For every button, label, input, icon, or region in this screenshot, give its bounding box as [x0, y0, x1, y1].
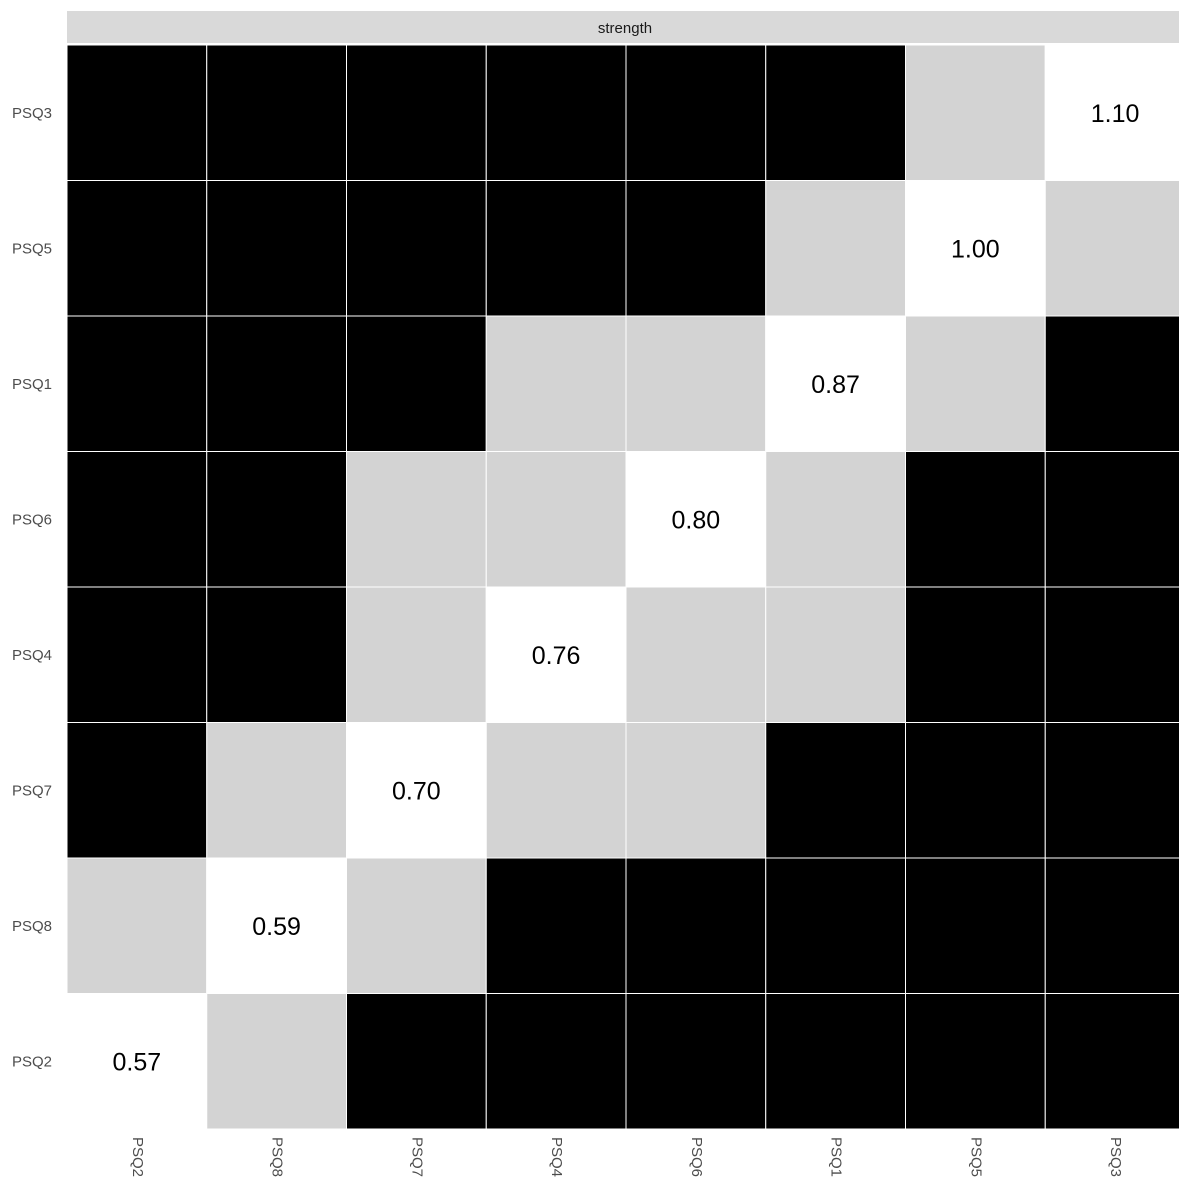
- x-tick-label-psq1: PSQ1: [828, 1137, 845, 1177]
- x-tick-label-psq6: PSQ6: [688, 1137, 705, 1177]
- heatmap-cell-psq4-psq5: [905, 586, 1046, 723]
- heatmap-cell-psq4-psq8: [206, 586, 347, 723]
- x-axis-labels: PSQ2 PSQ8 PSQ7 PSQ4 PSQ6 PSQ1 PSQ5 PSQ3: [129, 1137, 1124, 1177]
- heatmap-cell-psq3-psq7: [346, 44, 487, 181]
- x-tick-label-psq7: PSQ7: [408, 1137, 425, 1177]
- heatmap-cell-psq5-psq8: [206, 180, 347, 317]
- heatmap-cell-psq6-psq4: [485, 451, 627, 588]
- x-tick-label-psq2: PSQ2: [129, 1137, 146, 1177]
- heatmap-cells: [66, 44, 1179, 1130]
- heatmap-cell-psq8-psq1: [765, 857, 906, 994]
- heatmap-cell-psq1-psq3: [1044, 315, 1179, 452]
- facet-strip: [67, 11, 1179, 43]
- cell-value-label-psq7: 0.70: [392, 777, 441, 805]
- heatmap-cell-psq8-psq2: [66, 857, 208, 994]
- heatmap-cell-psq1-psq6: [625, 315, 767, 452]
- heatmap-cell-psq6-psq5: [905, 451, 1046, 588]
- y-tick-label-psq2: PSQ2: [12, 1053, 52, 1070]
- y-tick-label-psq7: PSQ7: [12, 782, 52, 799]
- heatmap-cell-psq8-psq7: [346, 857, 487, 994]
- heatmap-cell-psq7-psq1: [765, 722, 906, 859]
- heatmap-cell-psq4-psq6: [625, 586, 767, 723]
- heatmap-cell-psq7-psq7: [346, 722, 487, 859]
- heatmap-cell-psq1-psq7: [346, 315, 487, 452]
- cell-value-label-psq3: 1.10: [1091, 100, 1140, 128]
- heatmap-cell-psq8-psq5: [905, 857, 1046, 994]
- heatmap-cell-psq5-psq7: [346, 180, 487, 317]
- heatmap-cell-psq5-psq2: [66, 180, 208, 317]
- cell-value-label-psq8: 0.59: [252, 913, 301, 941]
- heatmap-cell-psq5-psq1: [765, 180, 906, 317]
- heatmap-cell-psq4-psq4: [485, 586, 627, 723]
- heatmap-cell-psq3-psq4: [485, 44, 627, 181]
- heatmap-cell-psq4-psq3: [1044, 586, 1179, 723]
- heatmap-cell-psq1-psq5: [905, 315, 1046, 452]
- diagonal-value-labels: 0.57 0.59 0.70 0.76 0.80 0.87 1.00 1.10: [113, 100, 1140, 1077]
- heatmap-cell-psq6-psq8: [206, 451, 347, 588]
- heatmap-cell-psq7-psq8: [206, 722, 347, 859]
- heatmap-cell-psq6-psq7: [346, 451, 487, 588]
- heatmap-cell-psq6-psq2: [66, 451, 208, 588]
- heatmap-cell-psq7-psq6: [625, 722, 767, 859]
- heatmap-cell-psq7-psq4: [485, 722, 627, 859]
- heatmap-cell-psq3-psq8: [206, 44, 347, 181]
- y-tick-label-psq4: PSQ4: [12, 647, 52, 664]
- y-axis-labels: PSQ3 PSQ5 PSQ1 PSQ6 PSQ4 PSQ7 PSQ8 PSQ2: [12, 105, 52, 1071]
- x-tick-label-psq8: PSQ8: [269, 1137, 286, 1177]
- y-tick-label-psq6: PSQ6: [12, 511, 52, 528]
- y-tick-label-psq5: PSQ5: [12, 240, 52, 257]
- heatmap-cell-psq2-psq3: [1044, 993, 1179, 1130]
- heatmap-cell-psq1-psq2: [66, 315, 208, 452]
- heatmap-cell-psq4-psq7: [346, 586, 487, 723]
- heatmap-cell-psq6-psq1: [765, 451, 906, 588]
- heatmap-cell-psq7-psq5: [905, 722, 1046, 859]
- heatmap-cell-psq8-psq3: [1044, 857, 1179, 994]
- facet-strip-label: strength: [598, 20, 652, 37]
- heatmap-cell-psq5-psq4: [485, 180, 627, 317]
- x-tick-label-psq3: PSQ3: [1107, 1137, 1124, 1177]
- cell-value-label-psq2: 0.57: [113, 1048, 162, 1076]
- y-tick-label-psq3: PSQ3: [12, 105, 52, 122]
- heatmap-cell-psq4-psq1: [765, 586, 906, 723]
- cell-value-label-psq1: 0.87: [811, 371, 860, 399]
- heatmap-cell-psq3-psq3: [1044, 44, 1179, 181]
- heatmap-cell-psq1-psq4: [485, 315, 627, 452]
- heatmap-cell-psq3-psq6: [625, 44, 767, 181]
- heatmap-cell-psq2-psq4: [485, 993, 627, 1130]
- heatmap-cell-psq5-psq3: [1044, 180, 1179, 317]
- heatmap-cell-psq3-psq2: [66, 44, 208, 181]
- heatmap-cell-psq2-psq1: [765, 993, 906, 1130]
- y-tick-label-psq8: PSQ8: [12, 918, 52, 935]
- x-tick-label-psq5: PSQ5: [967, 1137, 984, 1177]
- heatmap-cell-psq6-psq6: [625, 451, 767, 588]
- heatmap-cell-psq8-psq6: [625, 857, 767, 994]
- heatmap-cell-psq1-psq8: [206, 315, 347, 452]
- heatmap-cell-psq1-psq1: [765, 315, 906, 452]
- heatmap-cell-psq6-psq3: [1044, 451, 1179, 588]
- heatmap-cell-psq8-psq8: [206, 857, 347, 994]
- y-tick-label-psq1: PSQ1: [12, 376, 52, 393]
- heatmap-cell-psq3-psq1: [765, 44, 906, 181]
- heatmap-cell-psq2-psq6: [625, 993, 767, 1130]
- heatmap-cell-psq2-psq2: [66, 993, 208, 1130]
- heatmap-cell-psq7-psq3: [1044, 722, 1179, 859]
- heatmap-cell-psq2-psq8: [206, 993, 347, 1130]
- cell-value-label-psq4: 0.76: [532, 642, 581, 670]
- cell-value-label-psq5: 1.00: [951, 235, 1000, 263]
- heatmap-cell-psq3-psq5: [905, 44, 1046, 181]
- heatmap-cell-psq5-psq6: [625, 180, 767, 317]
- heatmap-cell-psq2-psq7: [346, 993, 487, 1130]
- heatmap-cell-psq7-psq2: [66, 722, 208, 859]
- heatmap-cell-psq4-psq2: [66, 586, 208, 723]
- x-tick-label-psq4: PSQ4: [548, 1137, 565, 1177]
- heatmap-cell-psq2-psq5: [905, 993, 1046, 1130]
- heatmap-cell-psq8-psq4: [485, 857, 627, 994]
- cell-value-label-psq6: 0.80: [672, 506, 721, 534]
